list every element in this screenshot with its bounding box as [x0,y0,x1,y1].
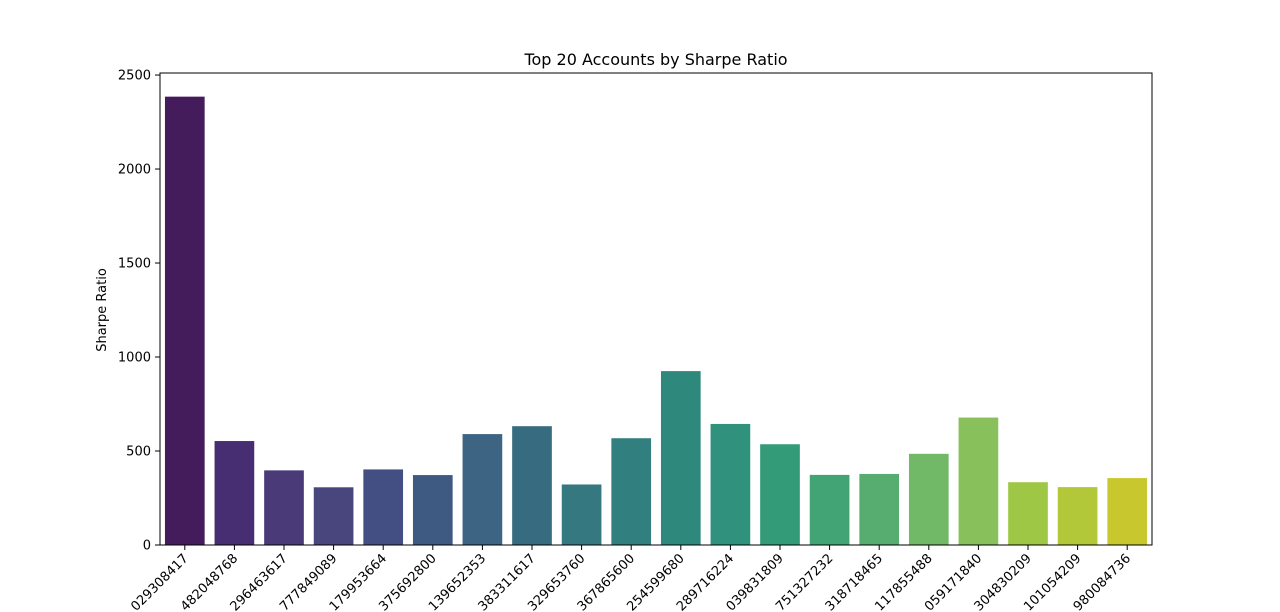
bar-329653760 [561,484,602,545]
bar-289716224 [710,423,751,545]
bar-777849089 [313,487,354,545]
x-axis: 0293084174820487682964636177778490891799… [128,545,1134,612]
bar-117855488 [908,453,949,545]
bar-980084736 [1107,478,1148,545]
chart-title: Top 20 Accounts by Sharpe Ratio [523,50,787,69]
y-axis: 0 500 1000 1500 2000 2500 [118,69,160,554]
bar-029308417 [164,96,205,546]
bar-375692800 [412,475,453,545]
bar-101054209 [1057,487,1098,545]
plot-frame [159,72,1153,546]
bar-059171840 [958,417,999,545]
y-tick-label: 500 [126,445,151,460]
bar-039831809 [760,444,800,545]
bar-318718465 [859,473,900,545]
bar-304830209 [1008,482,1048,545]
y-tick-label: 1500 [118,257,151,272]
bar-367865600 [611,438,652,545]
y-axis-label: Sharpe Ratio [95,268,110,352]
bars-group [164,96,1148,546]
y-tick-label: 0 [143,539,151,554]
bar-482048768 [214,441,255,545]
y-tick-label: 2500 [118,69,151,84]
bar-383311617 [512,426,552,545]
bar-296463617 [264,470,304,545]
y-tick-label: 1000 [118,351,151,366]
bar-139652353 [462,434,503,545]
y-tick-label: 2000 [118,163,151,178]
bar-179953664 [363,469,404,545]
bar-751327232 [809,474,850,545]
bar-254599680 [660,371,701,545]
